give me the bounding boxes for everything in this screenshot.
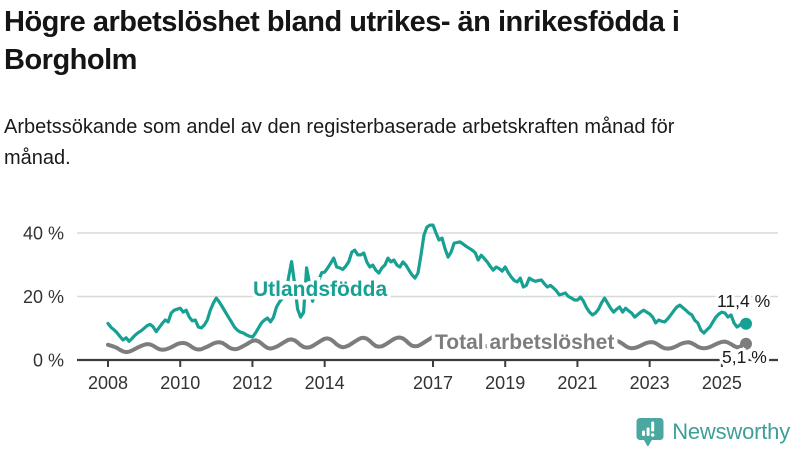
newsworthy-wordmark: Newsworthy <box>672 418 790 444</box>
newsworthy-logo[interactable]: Newsworthy <box>635 416 790 447</box>
x-axis-label: 2019 <box>485 373 525 393</box>
series-label: Total arbetslöshet <box>435 331 614 354</box>
newsworthy-bubble-chart-icon <box>636 418 664 447</box>
x-axis-label: 2014 <box>305 373 345 393</box>
y-axis-label: 20 % <box>23 287 64 307</box>
series-end-value: 11,4 % <box>717 291 770 311</box>
series-end-dot <box>740 337 752 350</box>
series-line-total <box>106 334 748 355</box>
y-axis-label: 0 % <box>33 351 64 371</box>
x-axis-label: 2021 <box>557 373 597 393</box>
x-axis-label: 2010 <box>160 373 200 393</box>
series-label: Utlandsfödda <box>253 278 387 301</box>
chart-title: Högre arbetslöshet bland utrikes- än inr… <box>4 6 680 76</box>
series-end-dot <box>740 317 752 330</box>
x-axis-label: 2017 <box>413 373 453 393</box>
x-axis-label: 2008 <box>88 373 128 393</box>
series-end-value: 5,1 % <box>722 347 767 367</box>
x-axis-label: 2025 <box>702 373 742 393</box>
series-line-utlandsfodda <box>106 223 748 343</box>
x-axis-label: 2023 <box>630 373 670 393</box>
x-axis-label: 2012 <box>232 373 272 393</box>
chart-subtitle: Arbetssökande som andel av den registerb… <box>4 116 675 169</box>
y-axis-label: 40 % <box>23 224 64 244</box>
